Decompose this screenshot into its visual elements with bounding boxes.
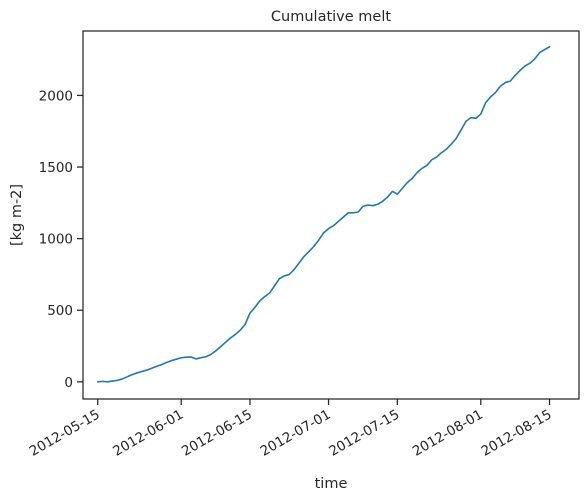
plot-background (83, 31, 579, 399)
x-tick-label: 2012-06-15 (179, 407, 255, 460)
line-layer (96, 45, 551, 383)
y-tick-label: 2000 (39, 88, 73, 104)
y-tick-label: 1500 (39, 160, 73, 176)
x-tick-label: 2012-07-15 (326, 407, 402, 460)
x-tick-label: 2012-06-01 (110, 407, 186, 460)
plot-frame (82, 30, 580, 400)
chart-title: Cumulative melt (271, 9, 391, 25)
x-tick-label: 2012-05-15 (27, 407, 103, 460)
x-axis-title: time (315, 476, 348, 492)
y-tick-label: 1000 (39, 232, 73, 248)
y-tick-label: 0 (64, 375, 73, 391)
y-axis: 0 500 1000 1500 2000 (39, 88, 83, 391)
x-tick-label: 2012-08-01 (410, 407, 486, 460)
x-tick-label: 2012-08-15 (479, 407, 555, 460)
series-line-0 (96, 45, 551, 383)
y-axis-title: [kg m-2] (9, 184, 25, 246)
y-tick-label: 500 (47, 303, 73, 319)
x-tick-label: 2012-07-01 (258, 407, 334, 460)
